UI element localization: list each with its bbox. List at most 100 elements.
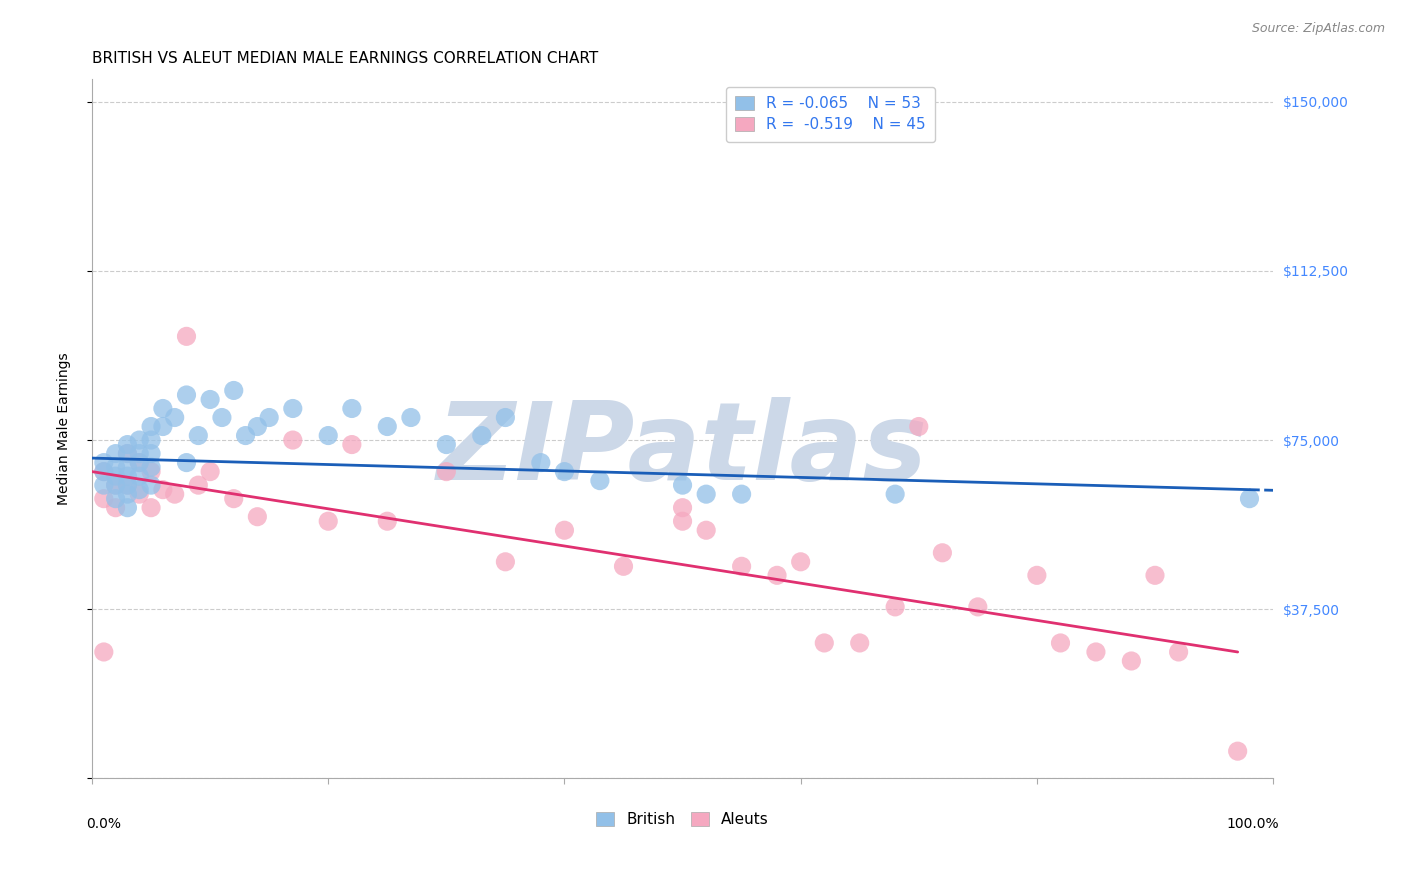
Point <box>907 419 929 434</box>
Point <box>530 456 553 470</box>
Point <box>494 410 516 425</box>
Point <box>104 478 127 492</box>
Point <box>187 478 209 492</box>
Point <box>117 500 139 515</box>
Point <box>966 599 988 614</box>
Point <box>235 428 257 442</box>
Point <box>434 465 457 479</box>
Point <box>198 465 221 479</box>
Point <box>139 478 162 492</box>
Point <box>281 401 304 416</box>
Point <box>93 491 115 506</box>
Point <box>176 329 198 343</box>
Point <box>316 428 339 442</box>
Point <box>104 447 127 461</box>
Point <box>128 487 150 501</box>
Point <box>139 465 162 479</box>
Point <box>139 433 162 447</box>
Point <box>104 469 127 483</box>
Text: Source: ZipAtlas.com: Source: ZipAtlas.com <box>1251 22 1385 36</box>
Point <box>589 474 612 488</box>
Point <box>128 456 150 470</box>
Point <box>671 500 693 515</box>
Point <box>695 523 717 537</box>
Point <box>117 447 139 461</box>
Point <box>375 419 398 434</box>
Point <box>117 469 139 483</box>
Point <box>884 487 907 501</box>
Point <box>375 514 398 528</box>
Point <box>128 483 150 497</box>
Point <box>612 559 634 574</box>
Point <box>281 433 304 447</box>
Point <box>399 410 422 425</box>
Point <box>340 401 363 416</box>
Point <box>340 437 363 451</box>
Point <box>117 487 139 501</box>
Point <box>789 555 811 569</box>
Point <box>931 546 953 560</box>
Text: BRITISH VS ALEUT MEDIAN MALE EARNINGS CORRELATION CHART: BRITISH VS ALEUT MEDIAN MALE EARNINGS CO… <box>91 51 599 66</box>
Legend: British, Aleuts: British, Aleuts <box>591 806 775 833</box>
Point <box>222 491 245 506</box>
Point <box>93 478 115 492</box>
Point <box>1121 654 1143 668</box>
Point <box>163 487 186 501</box>
Point <box>211 410 233 425</box>
Point <box>730 487 752 501</box>
Point <box>471 428 494 442</box>
Point <box>128 456 150 470</box>
Point <box>246 509 269 524</box>
Point <box>117 447 139 461</box>
Point <box>553 523 575 537</box>
Point <box>884 599 907 614</box>
Point <box>695 487 717 501</box>
Point <box>176 456 198 470</box>
Point <box>730 559 752 574</box>
Point <box>176 388 198 402</box>
Point <box>434 437 457 451</box>
Point <box>104 460 127 475</box>
Point <box>152 401 174 416</box>
Point <box>139 500 162 515</box>
Point <box>1143 568 1166 582</box>
Text: 100.0%: 100.0% <box>1226 817 1279 830</box>
Point <box>128 447 150 461</box>
Point <box>1049 636 1071 650</box>
Point <box>848 636 870 650</box>
Point <box>93 465 115 479</box>
Point <box>152 483 174 497</box>
Point <box>93 465 115 479</box>
Point <box>104 500 127 515</box>
Point <box>187 428 209 442</box>
Point <box>139 460 162 475</box>
Point <box>1084 645 1107 659</box>
Point <box>128 433 150 447</box>
Point <box>139 447 162 461</box>
Point <box>128 469 150 483</box>
Point <box>117 478 139 492</box>
Point <box>316 514 339 528</box>
Point <box>1239 491 1261 506</box>
Point <box>93 645 115 659</box>
Point <box>257 410 280 425</box>
Point <box>1167 645 1189 659</box>
Point <box>553 465 575 479</box>
Point <box>494 555 516 569</box>
Y-axis label: Median Male Earnings: Median Male Earnings <box>58 352 72 505</box>
Point <box>163 410 186 425</box>
Point <box>246 419 269 434</box>
Point <box>117 478 139 492</box>
Point <box>813 636 835 650</box>
Point <box>139 419 162 434</box>
Point <box>93 456 115 470</box>
Point <box>152 419 174 434</box>
Text: ZIPatlas: ZIPatlas <box>437 397 928 503</box>
Point <box>198 392 221 407</box>
Point <box>766 568 789 582</box>
Text: 0.0%: 0.0% <box>86 817 121 830</box>
Point <box>104 491 127 506</box>
Point <box>117 460 139 475</box>
Point <box>671 514 693 528</box>
Point <box>117 437 139 451</box>
